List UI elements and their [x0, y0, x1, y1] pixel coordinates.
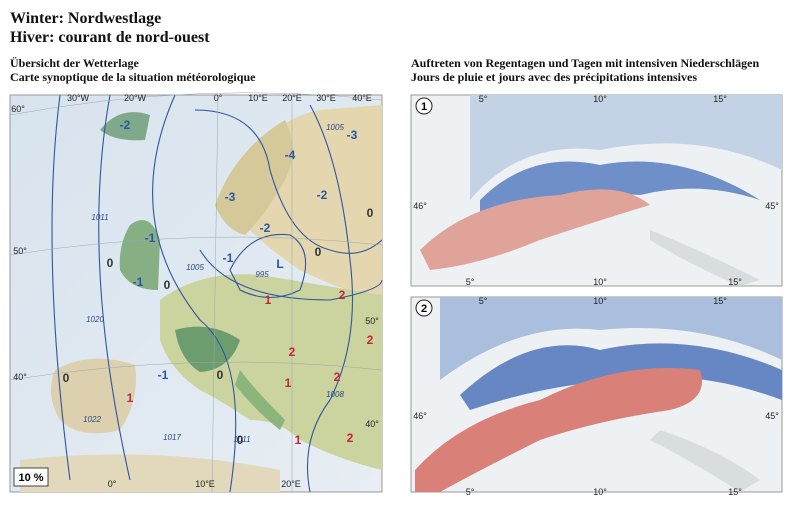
graticule-label: 15° — [728, 487, 742, 497]
anomaly-label: 0 — [164, 278, 171, 292]
anomaly-label: -1 — [133, 275, 144, 289]
isobar-label: 1011 — [233, 435, 250, 444]
map-number: 1 — [421, 101, 427, 113]
anomaly-label: -2 — [120, 118, 131, 132]
precipitation-map: 2 — [410, 296, 783, 493]
anomaly-label: 2 — [334, 370, 341, 384]
anomaly-label: 0 — [217, 368, 224, 382]
title-de: Winter: Nordwestlage — [10, 10, 161, 27]
graticule-label: 46° — [413, 201, 427, 211]
graticule-label: 30°W — [67, 93, 90, 103]
anomaly-label: -1 — [145, 231, 156, 245]
frequency-box — [13, 467, 49, 487]
graticule-label: 50° — [365, 316, 379, 326]
anomaly-label: 0 — [315, 245, 322, 259]
isobar-label: 1008 — [326, 390, 344, 399]
anomaly-label: 0 — [63, 371, 70, 385]
anomaly-label: 1 — [265, 293, 272, 307]
graticule-label: 20°E — [281, 479, 301, 489]
isobar-label: 1005 — [326, 123, 344, 132]
graticule-label: 5° — [479, 94, 488, 104]
isobar-label: 1020 — [86, 315, 104, 324]
synoptic-map: 10 % — [9, 92, 383, 493]
graticule-label: 15° — [713, 94, 727, 104]
graticule-label: 40°E — [352, 93, 372, 103]
anomaly-label: 2 — [289, 345, 296, 359]
anomaly-label: 2 — [347, 431, 354, 445]
frequency: 10 % — [18, 472, 43, 484]
graticule-label: 20°W — [124, 93, 147, 103]
graticule-label: 5° — [466, 277, 475, 287]
graticule-label: 5° — [466, 487, 475, 497]
anomaly-label: 0 — [107, 256, 114, 270]
graticule-label: 20°E — [282, 93, 302, 103]
anomaly-label: -1 — [158, 368, 169, 382]
anomaly-label: 2 — [367, 333, 374, 347]
anomaly-label: -2 — [317, 188, 328, 202]
anomaly-label: -3 — [347, 128, 358, 142]
subtitle-fr: Jours de pluie et jours avec des précipi… — [411, 70, 697, 84]
graticule-label: 10° — [593, 94, 607, 104]
anomaly-label: 0 — [367, 206, 374, 220]
graticule-label: 10°E — [195, 479, 215, 489]
anomaly-label: -3 — [225, 190, 236, 204]
isobar-label: 995 — [255, 270, 269, 279]
graticule-label: 10°E — [248, 93, 268, 103]
anomaly-label: 1 — [295, 433, 302, 447]
graticule-label: 40° — [365, 419, 379, 429]
isobar-label: 1017 — [163, 433, 181, 442]
graticule-label: 46° — [413, 411, 427, 421]
graticule-label: 60° — [11, 104, 25, 114]
graticule-label: 10° — [593, 277, 607, 287]
graticule-label: 50° — [13, 246, 27, 256]
graticule-label: 30°E — [316, 93, 336, 103]
graticule-label: 40° — [13, 372, 27, 382]
graticule-label: 0° — [108, 479, 117, 489]
isobar-label: 1022 — [83, 415, 101, 424]
title-fr: Hiver: courant de nord-ouest — [10, 29, 210, 46]
graticule-label: 10° — [593, 296, 607, 306]
map-number: 2 — [421, 303, 427, 315]
anomaly-label: -4 — [285, 148, 296, 162]
precipitation-map: 1 — [410, 94, 783, 287]
isobar-label: 1005 — [186, 263, 204, 272]
subtitle-de: Auftreten von Regentagen und Tagen mit i… — [411, 56, 759, 70]
isobar-label: 1011 — [91, 213, 108, 222]
graticule-label: 0° — [214, 93, 223, 103]
anomaly-label: -2 — [260, 221, 271, 235]
graticule-label: 45° — [765, 201, 779, 211]
graticule-label: 10° — [593, 487, 607, 497]
graticule-label: 45° — [765, 411, 779, 421]
anomaly-label: 0 — [237, 433, 244, 447]
subtitle-fr: Carte synoptique de la situation météoro… — [10, 70, 256, 84]
anomaly-label: 1 — [285, 376, 292, 390]
anomaly-label: 2 — [339, 288, 346, 302]
anomaly-label: 1 — [127, 391, 134, 405]
anomaly-label: L — [276, 257, 283, 271]
graticule-label: 5° — [479, 296, 488, 306]
anomaly-label: -1 — [223, 251, 234, 265]
graticule-label: 15° — [713, 296, 727, 306]
subtitle-de: Übersicht der Wetterlage — [10, 56, 140, 70]
graticule-label: 15° — [728, 277, 742, 287]
